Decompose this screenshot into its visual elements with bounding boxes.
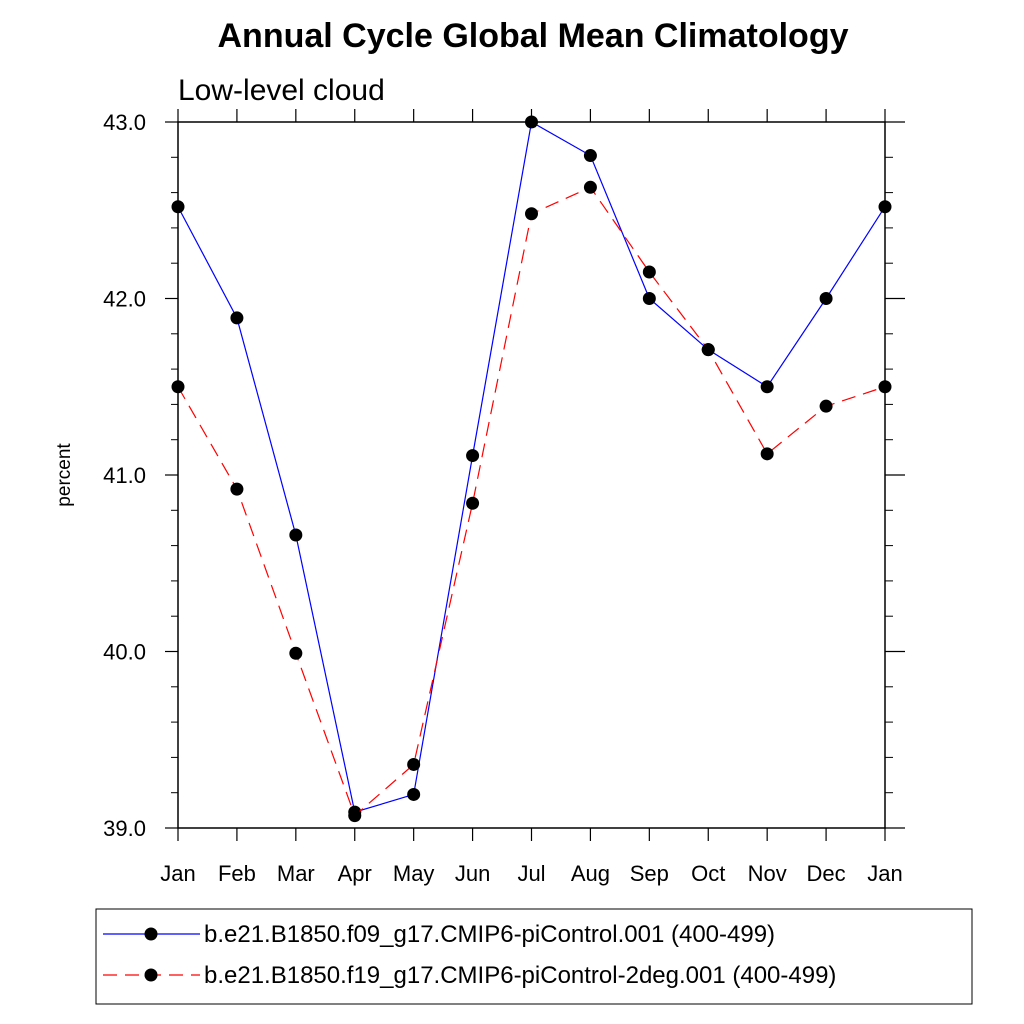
legend-label-2: b.e21.B1850.f19_g17.CMIP6-piControl-2deg… <box>204 962 836 989</box>
x-tick-label: Dec <box>807 861 846 886</box>
series-2-point <box>525 207 538 221</box>
chart-title: Annual Cycle Global Mean Climatology <box>218 17 849 55</box>
x-tick-label: Jul <box>517 861 545 886</box>
series-1-point <box>466 449 480 463</box>
series-2-point <box>348 809 362 823</box>
x-tick-label: Nov <box>748 861 787 886</box>
series-1-point <box>642 292 656 305</box>
x-tick-label: Jan <box>867 861 902 886</box>
series-2-point <box>642 265 656 279</box>
x-tick-label: Aug <box>571 861 610 886</box>
series-2-point <box>289 646 303 660</box>
y-axis-label: percent <box>54 443 75 507</box>
series-1-point <box>760 380 774 394</box>
series-2-point <box>701 343 715 357</box>
plot-frame <box>177 121 886 829</box>
chart-subtitle: Low-level cloud <box>178 74 385 107</box>
y-tick-label: 43.0 <box>103 110 146 135</box>
y-tick-label: 39.0 <box>103 816 146 841</box>
series-1-point <box>583 149 597 163</box>
series-line-2 <box>177 186 886 817</box>
series-2-point <box>230 482 244 496</box>
series-1-point <box>289 528 303 542</box>
y-tick-label: 40.0 <box>103 640 146 665</box>
series-2-point <box>819 399 833 413</box>
series-2-point <box>407 757 421 771</box>
legend: b.e21.B1850.f09_g17.CMIP6-piControl.001 … <box>95 908 973 1005</box>
series-1-point <box>819 292 833 305</box>
series-1-point <box>230 311 244 325</box>
x-tick-label: Jun <box>455 861 490 886</box>
series-1-point <box>407 787 421 801</box>
x-tick-label: Apr <box>338 861 372 886</box>
legend-marker-2 <box>144 968 158 982</box>
legend-box <box>95 908 973 1005</box>
legend-label-1: b.e21.B1850.f09_g17.CMIP6-piControl.001 … <box>204 921 775 948</box>
y-tick-label: 42.0 <box>103 287 146 312</box>
series-2-point <box>466 496 480 510</box>
series-2-point <box>760 447 774 461</box>
series-line-1 <box>177 121 886 813</box>
x-tick-label: Oct <box>691 861 725 886</box>
x-tick-label: May <box>393 861 435 886</box>
x-tick-label: Jan <box>160 861 195 886</box>
y-tick-label: 41.0 <box>103 463 146 488</box>
x-tick-label: Feb <box>218 861 256 886</box>
x-tick-label: Mar <box>277 861 315 886</box>
legend-marker-1 <box>144 927 158 941</box>
x-tick-label: Sep <box>630 861 669 886</box>
series-2-point <box>583 180 597 194</box>
